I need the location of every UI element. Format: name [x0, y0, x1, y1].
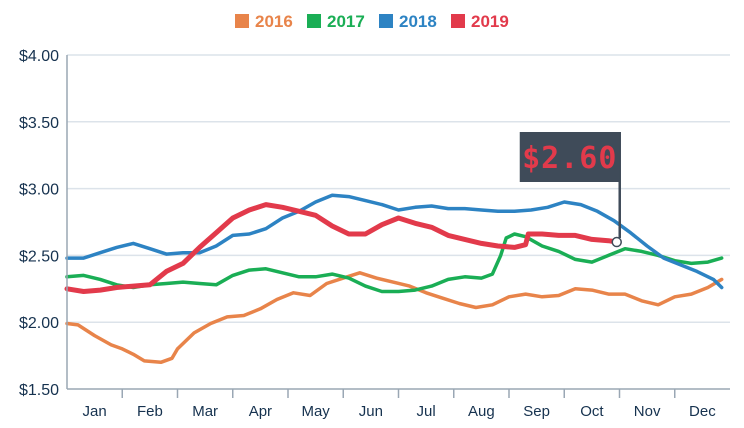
x-tick-label: Nov — [634, 403, 661, 420]
x-tick-label: Sep — [523, 403, 550, 420]
legend-label-2016: 2016 — [255, 12, 293, 31]
legend-label-2018: 2018 — [399, 12, 437, 31]
callout-box — [519, 132, 620, 182]
x-tick-label: May — [301, 403, 330, 420]
x-tick-label: Apr — [249, 403, 272, 420]
legend-label-2017: 2017 — [327, 12, 365, 31]
series-line-2017 — [65, 232, 724, 294]
legend-swatch-2018 — [379, 14, 393, 28]
legend-swatch-2016 — [235, 14, 249, 28]
y-tick-label: $4.00 — [19, 48, 59, 65]
plot-background — [67, 55, 730, 389]
x-tick-label: Feb — [137, 403, 163, 420]
y-tick-labels: $1.50 $2.00 $2.50 $3.00 $3.50 $4.00 — [19, 48, 59, 399]
x-tick-label: Jun — [359, 403, 383, 420]
gridlines — [67, 54, 730, 323]
x-tick-labels: Jan Feb Mar Apr May Jun Jul Aug Sep Oct Nov Dec — [83, 403, 717, 420]
y-tick-label: $2.00 — [19, 315, 59, 332]
x-tick-label: Jul — [417, 403, 436, 420]
series-line-2019 — [64, 202, 620, 294]
x-tick-label: Aug — [468, 403, 495, 420]
price-callout: $2.60 — [519, 132, 622, 248]
legend-swatch-2019 — [451, 14, 465, 28]
x-tick-label: Oct — [580, 403, 604, 420]
callout-marker — [611, 236, 622, 248]
series-line-2016 — [65, 271, 724, 365]
y-tick-label: $3.00 — [19, 182, 59, 199]
legend: 2016 2017 2018 2019 — [235, 12, 509, 31]
axes — [66, 55, 730, 398]
y-tick-label: $2.50 — [19, 248, 59, 265]
legend-swatch-2017 — [307, 14, 321, 28]
y-tick-label: $3.50 — [19, 115, 59, 132]
x-tick-label: Jan — [83, 403, 107, 420]
y-tick-label: $1.50 — [19, 382, 59, 399]
callout-price: $2.60 — [522, 141, 617, 176]
plot-area — [67, 55, 730, 389]
x-tick-label: Mar — [192, 403, 218, 420]
x-tick-label: Dec — [689, 403, 716, 420]
legend-label-2019: 2019 — [471, 12, 509, 31]
